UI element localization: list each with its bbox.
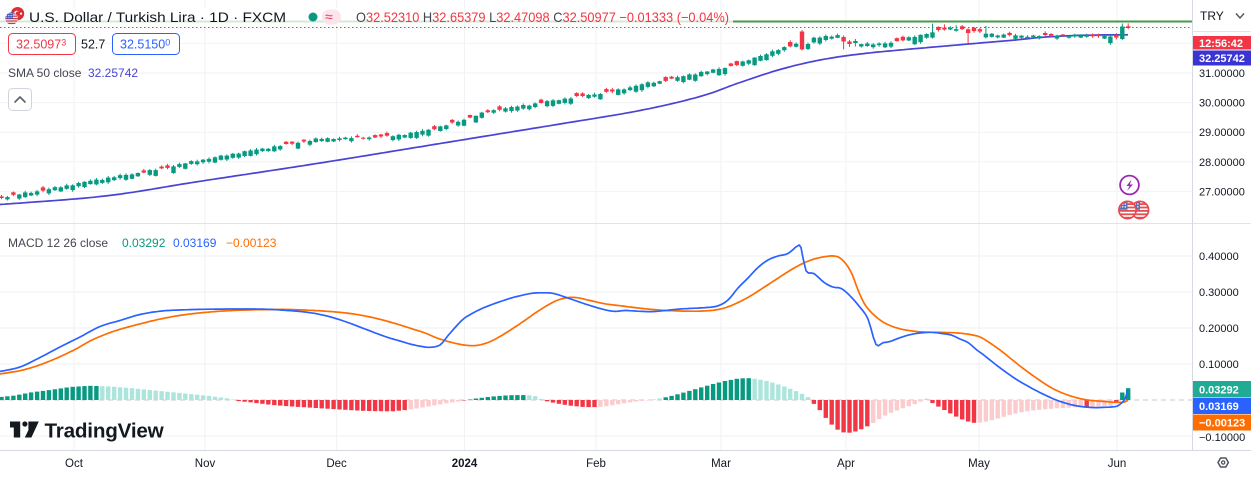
svg-text:0.30000: 0.30000 (1199, 287, 1239, 299)
svg-text:32.51500: 32.51500 (120, 38, 170, 52)
svg-text:32.25742: 32.25742 (88, 66, 138, 80)
svg-text:Feb: Feb (586, 458, 606, 470)
svg-text:0.10000: 0.10000 (1199, 359, 1239, 371)
svg-text:31.00000: 31.00000 (1199, 68, 1245, 80)
svg-text:32.25742: 32.25742 (1199, 53, 1245, 65)
svg-text:Mar: Mar (711, 458, 731, 470)
svg-text:0.03292: 0.03292 (1199, 384, 1239, 396)
svg-text:27.00000: 27.00000 (1199, 186, 1245, 198)
svg-text:0.40000: 0.40000 (1199, 251, 1239, 263)
svg-text:U.S. Dollar / Turkish Lira · 1: U.S. Dollar / Turkish Lira · 1D · FXCM (29, 9, 286, 25)
svg-text:12:56:42: 12:56:42 (1199, 38, 1243, 50)
svg-text:TRY: TRY (1200, 9, 1224, 23)
svg-text:0.03169: 0.03169 (1199, 401, 1239, 413)
svg-text:32.50973: 32.50973 (16, 38, 66, 52)
svg-text:Nov: Nov (195, 458, 216, 470)
svg-text:28.00000: 28.00000 (1199, 157, 1245, 169)
svg-text:−0.00123: −0.00123 (1199, 418, 1245, 430)
svg-text:O32.52310 H32.65379 L32.47098: O32.52310 H32.65379 L32.47098 C32.50977 … (356, 9, 729, 25)
svg-text:0.20000: 0.20000 (1199, 323, 1239, 335)
svg-text:29.00000: 29.00000 (1199, 127, 1245, 139)
svg-text:2024: 2024 (452, 458, 478, 470)
svg-text:Jun: Jun (1108, 458, 1127, 470)
svg-text:−0.10000: −0.10000 (1199, 432, 1245, 444)
svg-text:SMA 50 close: SMA 50 close (8, 66, 82, 80)
svg-text:Dec: Dec (326, 458, 347, 470)
svg-text:Apr: Apr (837, 458, 855, 470)
svg-text:52.7: 52.7 (81, 38, 105, 52)
svg-text:0.03292: 0.03292 (122, 236, 166, 250)
svg-text:May: May (968, 458, 990, 470)
svg-text:30.00000: 30.00000 (1199, 98, 1245, 110)
svg-text:≈: ≈ (325, 9, 333, 25)
svg-text:Oct: Oct (65, 458, 84, 470)
svg-text:0.03169: 0.03169 (173, 236, 217, 250)
svg-text:MACD 12 26 close: MACD 12 26 close (8, 236, 108, 250)
svg-text:TradingView: TradingView (45, 420, 164, 443)
svg-text:−0.00123: −0.00123 (226, 236, 277, 250)
